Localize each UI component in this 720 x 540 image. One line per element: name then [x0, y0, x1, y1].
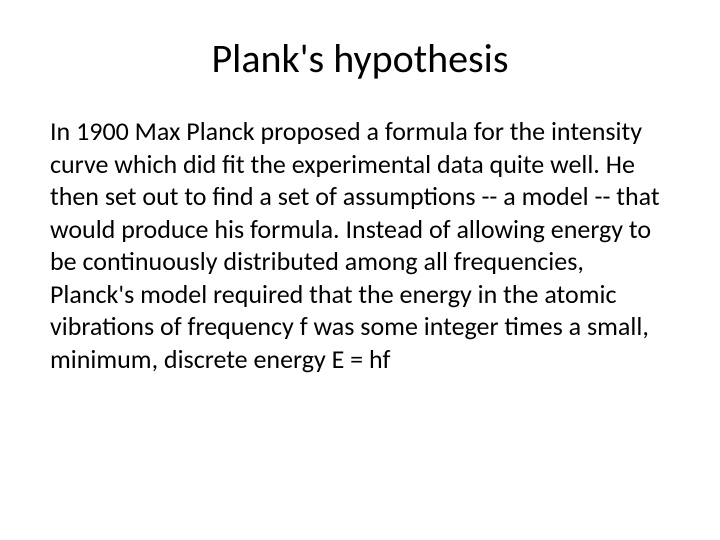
slide-title: Plank's hypothesis	[50, 34, 670, 83]
slide-body-text: In 1900 Max Planck proposed a formula fo…	[50, 115, 670, 375]
slide-container: Plank's hypothesis In 1900 Max Planck pr…	[0, 0, 720, 540]
